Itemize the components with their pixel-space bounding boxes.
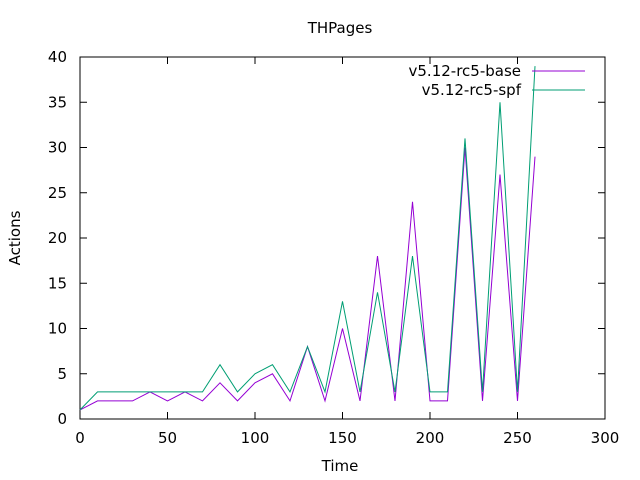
legend-label: v5.12-rc5-base <box>409 62 522 80</box>
x-tick-label: 50 <box>158 429 177 447</box>
y-tick-label: 15 <box>48 274 67 292</box>
series-lines <box>79 66 536 411</box>
y-tick-label: 35 <box>48 93 67 111</box>
x-tick-label: 150 <box>328 429 357 447</box>
series-line-0 <box>79 147 536 411</box>
x-tick-label: 250 <box>503 429 532 447</box>
y-tick-label: 20 <box>48 229 67 247</box>
x-tick-label: 200 <box>416 429 445 447</box>
y-tick-label: 0 <box>57 410 67 428</box>
y-tick-label: 25 <box>48 184 67 202</box>
y-tick-label: 40 <box>48 48 67 66</box>
x-tick-label: 0 <box>75 429 85 447</box>
chart-title: THPages <box>307 19 373 37</box>
x-axis-label: Time <box>321 457 359 475</box>
series-line-1 <box>79 66 536 411</box>
x-tick-label: 300 <box>591 429 620 447</box>
y-tick-label: 30 <box>48 139 67 157</box>
y-axis-label: Actions <box>6 210 24 265</box>
axis-ticks: 0 50 100 150 200 250 300 0 5 10 15 20 25 30 35 40 <box>48 48 619 447</box>
x-tick-label: 100 <box>241 429 270 447</box>
legend-label: v5.12-rc5-spf <box>422 81 522 99</box>
y-tick-label: 10 <box>48 320 67 338</box>
y-tick-label: 5 <box>57 365 67 383</box>
